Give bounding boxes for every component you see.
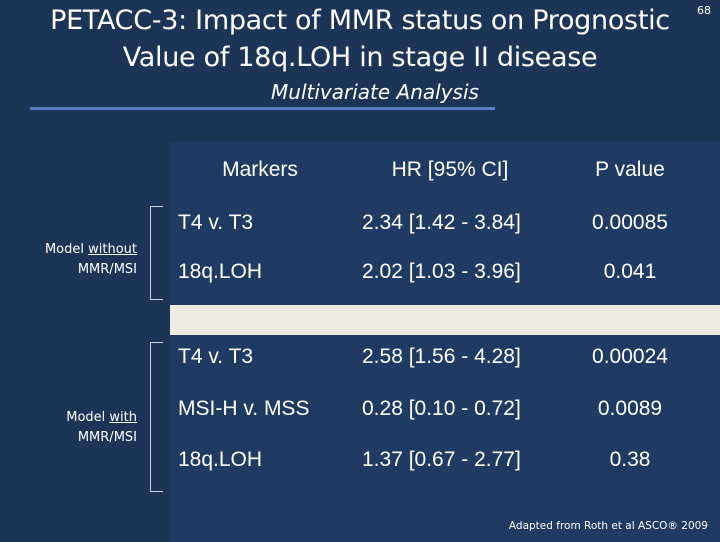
table-row-p: 0.00085 xyxy=(592,211,668,234)
table-row-p: 0.041 xyxy=(603,260,657,283)
slide-subtitle: Multivariate Analysis xyxy=(271,80,479,104)
group-label-underlined: with xyxy=(109,410,137,425)
group-label-with-mmr: Model with MMR/MSI xyxy=(5,408,137,448)
header-p-value: P value xyxy=(595,158,665,181)
table-row-p: 0.0089 xyxy=(597,397,663,420)
header-hr: HR [95% CI] xyxy=(391,158,509,181)
group-bracket-with-mmr xyxy=(150,342,163,492)
table-row-marker: 18q.LOH xyxy=(178,260,263,283)
group-label-without-mmr: Model without MMR/MSI xyxy=(5,240,137,280)
table-row-hr: 1.37 [0.67 - 2.77] xyxy=(362,448,521,471)
group-label-underlined: without xyxy=(88,242,137,257)
group-label-prefix: Model xyxy=(44,242,89,257)
table-row-p: 0.38 xyxy=(609,448,651,471)
table-row-marker: T4 v. T3 xyxy=(178,211,254,234)
table-row-hr: 0.28 [0.10 - 0.72] xyxy=(362,397,521,420)
slide-number: 68 xyxy=(697,4,711,17)
source-footnote: Adapted from Roth et al ASCO® 2009 xyxy=(508,520,708,532)
subtitle-underline xyxy=(30,107,495,110)
table-row-marker: 18q.LOH xyxy=(178,448,263,471)
table-row-hr: 2.02 [1.03 - 3.96] xyxy=(362,260,521,283)
group-label-line2: MMR/MSI xyxy=(77,262,137,277)
table-row-marker: MSI-H v. MSS xyxy=(178,397,310,420)
results-table xyxy=(170,142,720,542)
table-row-hr: 2.34 [1.42 - 3.84] xyxy=(362,211,521,234)
slide-title: PETACC-3: Impact of MMR status on Progno… xyxy=(20,2,700,76)
group-label-line2: MMR/MSI xyxy=(77,430,137,445)
header-markers: Markers xyxy=(222,158,298,181)
table-row-hr: 2.58 [1.56 - 4.28] xyxy=(362,345,521,368)
table-separator-band xyxy=(170,305,720,335)
title-line-1: PETACC-3: Impact of MMR status on Progno… xyxy=(50,5,670,36)
table-row-marker: T4 v. T3 xyxy=(178,345,254,368)
group-label-prefix: Model xyxy=(66,410,110,425)
table-row-p: 0.00024 xyxy=(592,345,668,368)
group-bracket-without-mmr xyxy=(150,206,163,300)
title-line-2: Value of 18q.LOH in stage II disease xyxy=(122,42,598,73)
